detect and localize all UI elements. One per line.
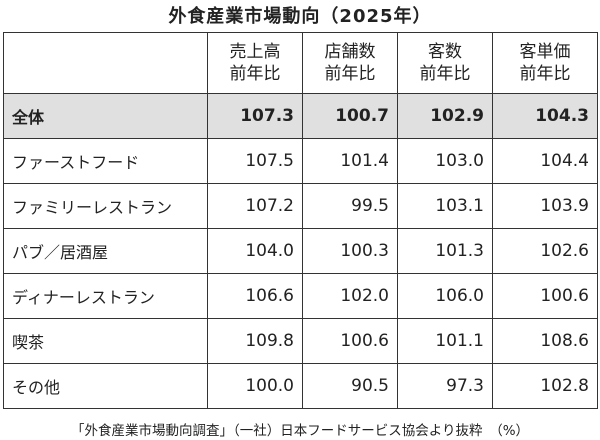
cell-value: 100.0: [207, 363, 303, 409]
cell-value: 100.7: [302, 93, 398, 139]
header-line: 前年比: [519, 64, 571, 84]
header-line: 売上高: [229, 42, 281, 62]
cell-value: 100.3: [302, 228, 398, 274]
header-row: 売上高 前年比 店舗数 前年比 客数 前年比 客単価 前年比: [3, 32, 598, 94]
cell-value: 100.6: [492, 273, 598, 319]
header-line: 客数: [428, 42, 462, 62]
cell-value: 103.9: [492, 183, 598, 229]
column-header: 店舗数 前年比: [302, 32, 398, 94]
cell-value: 108.6: [492, 318, 598, 364]
table-row: 喫茶 109.8 100.6 101.1 108.6: [3, 318, 598, 364]
header-line: 客単価: [519, 42, 571, 62]
cell-value: 90.5: [302, 363, 398, 409]
source-note: 「外食産業市場動向調査」（一社）日本フードサービス協会より抜粋 （%）: [70, 423, 530, 439]
cell-value: 102.8: [492, 363, 598, 409]
cell-value: 107.2: [207, 183, 303, 229]
cell-value: 103.0: [397, 138, 493, 184]
row-label: 全体: [3, 93, 208, 139]
header-line: 前年比: [324, 64, 376, 84]
table-row: ディナーレストラン 106.6 102.0 106.0 100.6: [3, 273, 598, 319]
column-header: 売上高 前年比: [207, 32, 303, 94]
header-corner: [3, 32, 208, 94]
data-table: 売上高 前年比 店舗数 前年比 客数 前年比 客単価 前年比 全体 107.3 100.7 102.…: [3, 32, 598, 409]
row-label: ディナーレストラン: [3, 273, 208, 319]
table-row: ファミリーレストラン 107.2 99.5 103.1 103.9: [3, 183, 598, 229]
column-header: 客単価 前年比: [492, 32, 598, 94]
cell-value: 101.4: [302, 138, 398, 184]
cell-value: 101.3: [397, 228, 493, 274]
cell-value: 97.3: [397, 363, 493, 409]
cell-value: 109.8: [207, 318, 303, 364]
cell-value: 100.6: [302, 318, 398, 364]
table-row: その他 100.0 90.5 97.3 102.8: [3, 363, 598, 409]
cell-value: 104.0: [207, 228, 303, 274]
header-line: 前年比: [419, 64, 471, 84]
cell-value: 107.3: [207, 93, 303, 139]
cell-value: 107.5: [207, 138, 303, 184]
cell-value: 102.6: [492, 228, 598, 274]
cell-value: 102.0: [302, 273, 398, 319]
row-label: その他: [3, 363, 208, 409]
cell-value: 104.4: [492, 138, 598, 184]
column-header: 客数 前年比: [397, 32, 493, 94]
table-row: ファーストフード 107.5 101.4 103.0 104.4: [3, 138, 598, 184]
table-row: パブ／居酒屋 104.0 100.3 101.3 102.6: [3, 228, 598, 274]
row-label: ファミリーレストラン: [3, 183, 208, 229]
header-line: 店舗数: [324, 42, 376, 62]
cell-value: 106.0: [397, 273, 493, 319]
cell-value: 101.1: [397, 318, 493, 364]
cell-value: 104.3: [492, 93, 598, 139]
header-line: 前年比: [229, 64, 281, 84]
row-label: ファーストフード: [3, 138, 208, 184]
table-row: 全体 107.3 100.7 102.9 104.3: [3, 93, 598, 139]
cell-value: 106.6: [207, 273, 303, 319]
title: 外食産業市場動向（2025年）: [168, 6, 432, 27]
row-label: パブ／居酒屋: [3, 228, 208, 274]
row-label: 喫茶: [3, 318, 208, 364]
cell-value: 99.5: [302, 183, 398, 229]
cell-value: 102.9: [397, 93, 493, 139]
cell-value: 103.1: [397, 183, 493, 229]
